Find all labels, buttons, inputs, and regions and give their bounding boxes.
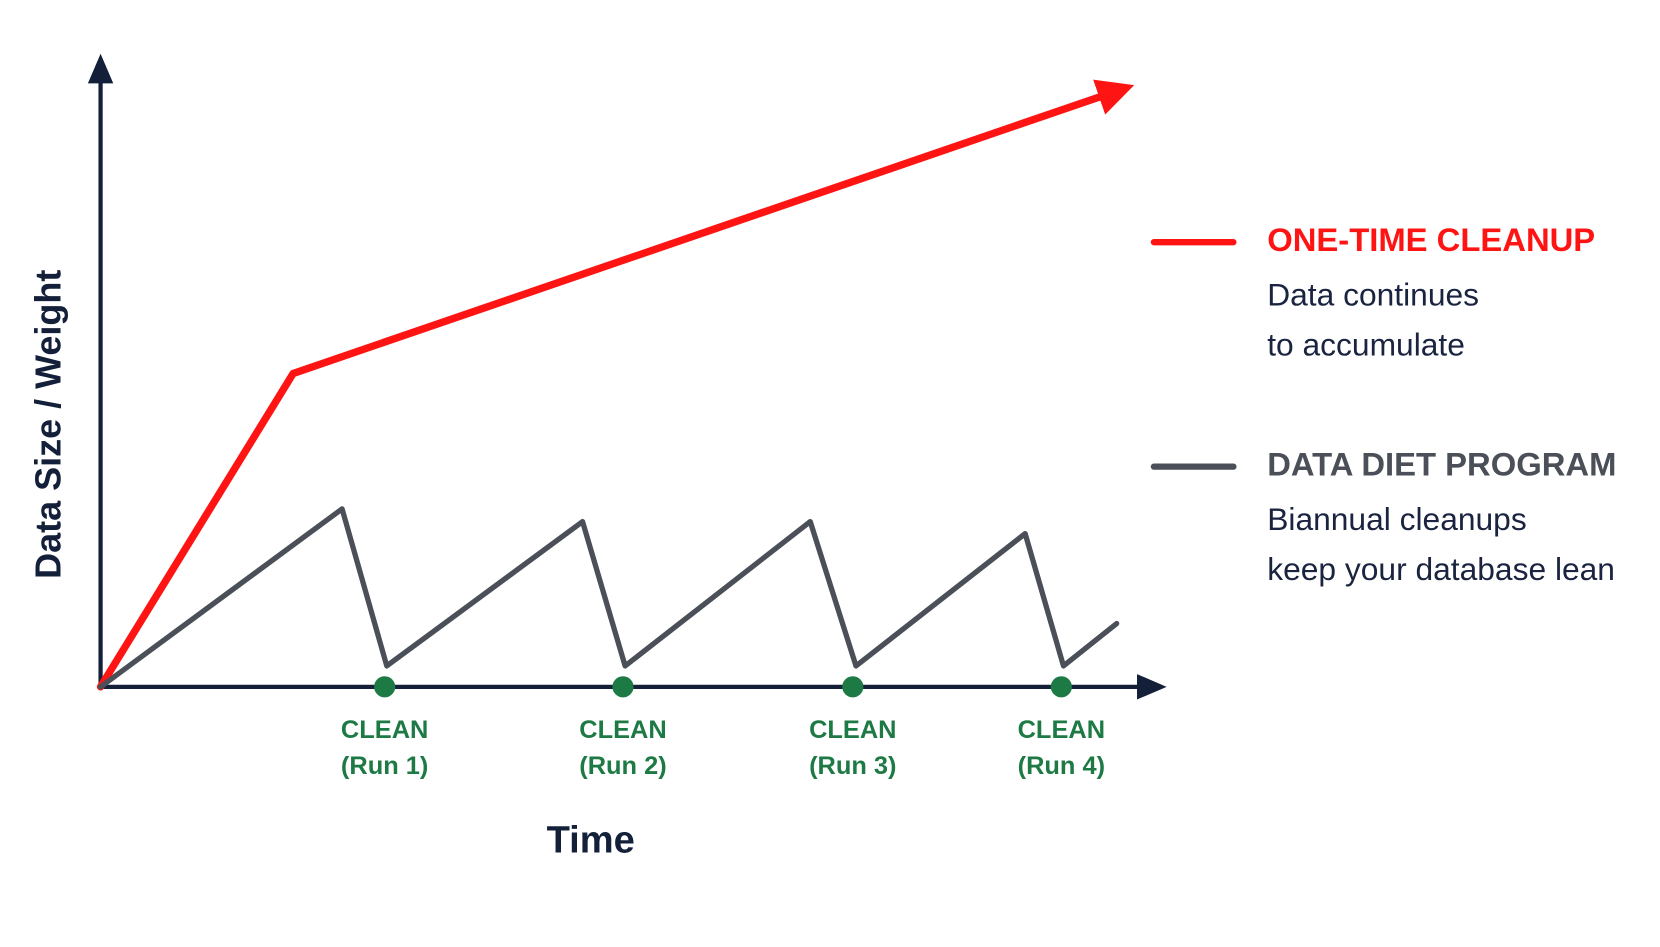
series-line <box>96 79 1135 691</box>
clean-label: CLEAN <box>579 716 666 744</box>
legend-title: ONE-TIME CLEANUP <box>1267 221 1595 258</box>
clean-marker <box>1050 676 1072 698</box>
clean-marker <box>842 676 864 698</box>
clean-marker <box>612 676 634 698</box>
clean-label: CLEAN <box>1018 716 1105 744</box>
legend-description: keep your database lean <box>1267 551 1615 587</box>
clean-label: (Run 2) <box>579 752 666 780</box>
clean-label: CLEAN <box>809 716 896 744</box>
legend-description: Data continues <box>1267 277 1479 313</box>
x-axis-label: Time <box>547 820 635 862</box>
legend-description: to accumulate <box>1267 326 1465 362</box>
y-axis-arrow <box>87 53 114 84</box>
series-line <box>97 506 1120 690</box>
clean-label: (Run 3) <box>809 752 896 780</box>
legend-title: DATA DIET PROGRAM <box>1267 445 1616 482</box>
clean-marker <box>374 676 396 698</box>
clean-label: (Run 4) <box>1018 752 1105 780</box>
y-axis-label: Data Size / Weight <box>27 270 68 579</box>
clean-label: (Run 1) <box>341 752 428 780</box>
clean-label: CLEAN <box>341 716 428 744</box>
legend-description: Biannual cleanups <box>1267 501 1526 537</box>
x-axis-arrow <box>1137 674 1167 700</box>
